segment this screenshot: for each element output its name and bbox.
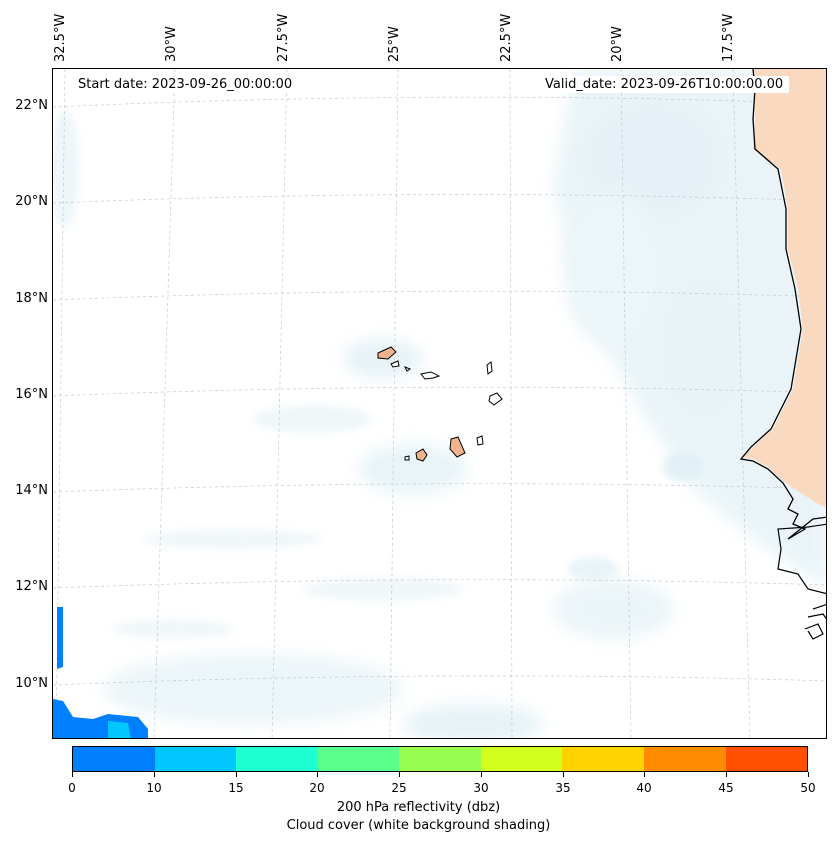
colorbar-subtitle: Cloud cover (white background shading)	[286, 818, 551, 833]
colorbar-segment	[236, 747, 318, 771]
colorbar-tick	[481, 772, 482, 777]
lon-label-22-5w: 22.5°W	[499, 13, 514, 62]
island-fogo	[415, 448, 428, 462]
reflectivity-contours	[53, 607, 148, 738]
map-canvas[interactable]	[53, 69, 827, 739]
map-panel[interactable]	[52, 68, 827, 739]
start-date-label: Start date: 2023-09-26_00:00:00	[72, 76, 299, 93]
lon-label-25w: 25°W	[387, 26, 402, 62]
colorbar-tick-label: 40	[636, 781, 652, 795]
island-maio	[476, 435, 484, 446]
colorbar-title: 200 hPa reflectivity (dbz)	[336, 800, 501, 815]
lon-label-20w: 20°W	[610, 26, 625, 62]
lat-label-22n: 22°N	[15, 98, 48, 113]
colorbar-tick	[726, 772, 727, 777]
colorbar-tick-label: 25	[391, 781, 407, 795]
colorbar-segment	[562, 747, 644, 771]
colorbar-tick	[72, 772, 73, 777]
colorbar-tick-label: 15	[228, 781, 244, 795]
colorbar-tick-label: 20	[309, 781, 325, 795]
colorbar-tick	[644, 772, 645, 777]
colorbar-tick	[317, 772, 318, 777]
cape-verde-islands	[377, 346, 503, 462]
colorbar-tick-label: 45	[718, 781, 734, 795]
colorbar-tick	[399, 772, 400, 777]
lon-label-17-5w: 17.5°W	[721, 13, 736, 62]
lat-label-12n: 12°N	[15, 579, 48, 594]
island-sao-nicolau	[420, 371, 441, 380]
valid-date-label: Valid_date: 2023-09-26T10:00:00.00	[539, 76, 790, 93]
island-sal	[486, 361, 493, 375]
colorbar-segment	[317, 747, 400, 771]
colorbar-tick-label: 10	[146, 781, 162, 795]
colorbar-tick	[236, 772, 237, 777]
colorbar-tick	[808, 772, 809, 777]
island-boa-vista	[488, 392, 503, 406]
island-santo-antao	[377, 346, 397, 360]
colorbar-segment	[73, 747, 155, 771]
colorbar-segment	[399, 747, 481, 771]
colorbar	[72, 746, 808, 772]
colorbar-tick-label: 0	[68, 781, 76, 795]
lon-label-27-5w: 27.5°W	[276, 13, 291, 62]
colorbar-segment	[725, 747, 808, 771]
cloud-cover-shading	[53, 69, 826, 738]
west-africa-coastline	[739, 69, 826, 540]
west-africa-land	[743, 69, 826, 508]
lat-label-10n: 10°N	[15, 676, 48, 691]
colorbar-tick-label: 50	[800, 781, 816, 795]
colorbar-tick	[154, 772, 155, 777]
colorbar-tick-label: 35	[555, 781, 571, 795]
lon-label-32-5w: 32.5°W	[53, 13, 68, 62]
lat-label-16n: 16°N	[15, 387, 48, 402]
island-santa-luzia	[403, 366, 412, 372]
island-santiago	[449, 436, 466, 458]
colorbar-segment	[154, 747, 237, 771]
island-sao-vicente	[390, 360, 400, 368]
colorbar-tick-label: 30	[473, 781, 489, 795]
island-brava	[404, 455, 410, 461]
lat-label-20n: 20°N	[15, 194, 48, 209]
colorbar-tick	[563, 772, 564, 777]
lon-label-30w: 30°W	[164, 26, 179, 62]
lat-label-14n: 14°N	[15, 483, 48, 498]
colorbar-segment	[480, 747, 563, 771]
colorbar-segment	[643, 747, 726, 771]
guinea-coastline	[777, 523, 826, 640]
lat-label-18n: 18°N	[15, 291, 48, 306]
